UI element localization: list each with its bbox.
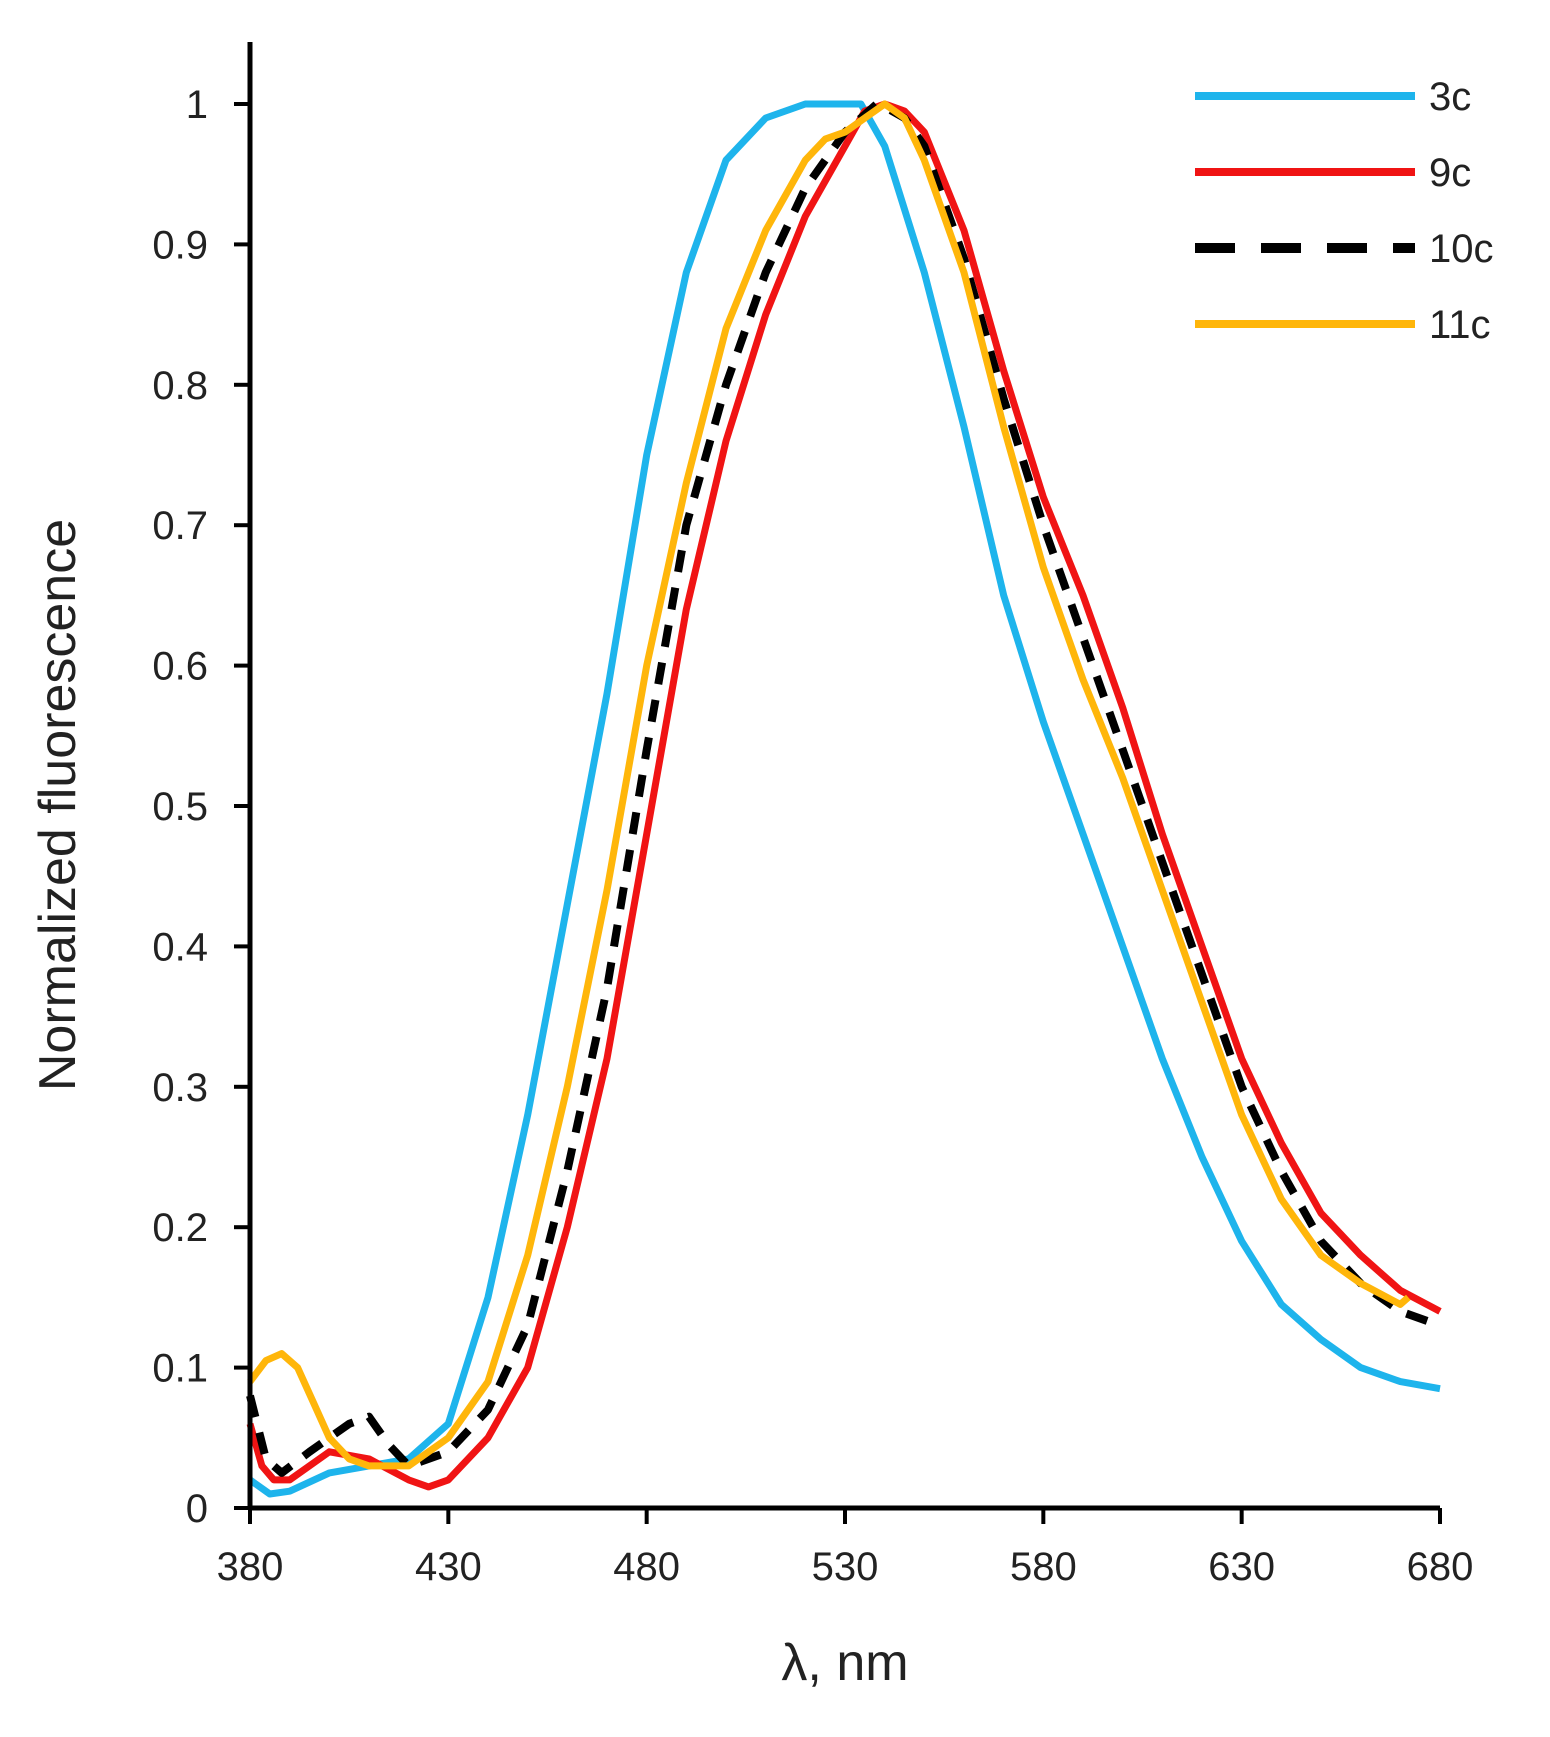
y-tick-label: 0 — [186, 1487, 208, 1531]
x-tick-label: 580 — [1010, 1545, 1077, 1589]
x-tick-label: 430 — [415, 1545, 482, 1589]
legend-label: 10c — [1429, 227, 1494, 271]
legend: 3c 9c 10c 11c — [1195, 75, 1494, 347]
x-axis-title: λ, nm — [781, 1634, 908, 1692]
plot-area — [246, 100, 1442, 1498]
series-line-11c — [247, 100, 1411, 1470]
legend-label: 3c — [1429, 75, 1471, 119]
y-tick-label: 0.2 — [152, 1206, 208, 1250]
series-line-3c — [247, 100, 1441, 1498]
y-tick-label: 0.1 — [152, 1347, 208, 1391]
y-axis-title: Normalized fluorescence — [29, 519, 87, 1091]
y-tick-label: 1 — [186, 83, 208, 127]
x-tick-label: 530 — [812, 1545, 879, 1589]
y-tick-label: 0.7 — [152, 504, 208, 548]
series-line-10c — [246, 100, 1442, 1477]
x-tick-label: 380 — [217, 1545, 284, 1589]
y-tick-label: 0.6 — [152, 645, 208, 689]
x-tick-label: 630 — [1208, 1545, 1275, 1589]
y-tick-label: 0.8 — [152, 364, 208, 408]
y-tick-label: 0.4 — [152, 925, 208, 969]
series-line-9c — [246, 100, 1442, 1491]
y-tick-label: 0.5 — [152, 785, 208, 829]
y-tick-label: 0.9 — [152, 223, 208, 267]
legend-label: 11c — [1429, 303, 1491, 347]
x-tick-label: 480 — [613, 1545, 680, 1589]
x-axis-ticks: 380 430 480 530 580 630 680 — [217, 1508, 1474, 1589]
legend-label: 9c — [1429, 151, 1471, 195]
y-tick-label: 0.3 — [152, 1066, 208, 1110]
x-tick-label: 680 — [1407, 1545, 1474, 1589]
y-axis-ticks: 0 0.1 0.2 0.3 0.4 0.5 0.6 0.7 0.8 0.9 1 — [152, 83, 250, 1531]
